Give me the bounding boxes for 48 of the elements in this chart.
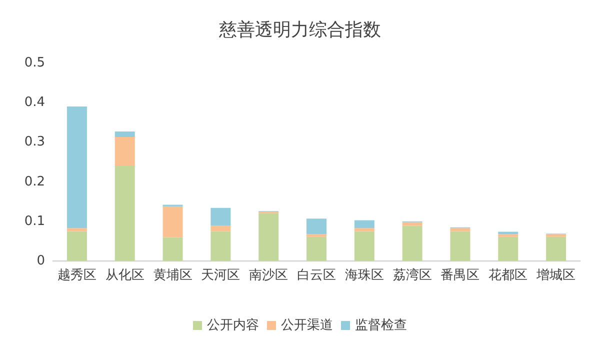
legend-label: 公开渠道 xyxy=(281,318,333,333)
chart-title: 慈善透明力综合指数 xyxy=(218,20,381,40)
legend-label: 监督检查 xyxy=(355,318,407,333)
x-tick-label: 增城区 xyxy=(536,268,576,283)
bar xyxy=(498,234,518,237)
bar xyxy=(354,231,374,261)
x-tick-label: 从化区 xyxy=(105,268,144,283)
y-tick-label: 0.4 xyxy=(24,95,45,110)
bar xyxy=(210,226,231,232)
y-tick-label: 0.2 xyxy=(24,174,45,190)
bar xyxy=(306,236,326,261)
y-tick-label: 0.1 xyxy=(24,214,45,229)
bar xyxy=(162,206,183,238)
x-tick-label: 南沙区 xyxy=(249,268,288,283)
x-tick-label: 天河区 xyxy=(201,268,240,283)
bar xyxy=(258,213,279,261)
bar xyxy=(210,208,231,226)
bar xyxy=(66,228,87,232)
bar xyxy=(162,237,183,261)
bar xyxy=(66,106,87,228)
x-tick-label: 黄埔区 xyxy=(153,268,192,283)
bar xyxy=(546,234,566,237)
bar xyxy=(114,166,135,261)
bar xyxy=(210,231,231,261)
y-tick-label: 0 xyxy=(36,254,45,268)
bar xyxy=(114,132,135,138)
bar xyxy=(450,228,470,232)
bar xyxy=(354,228,374,232)
bar xyxy=(402,222,422,226)
bar xyxy=(114,137,135,166)
x-tick-label: 番禺区 xyxy=(440,268,480,283)
bar xyxy=(498,232,518,234)
x-tick-label: 越秀区 xyxy=(57,268,96,283)
bar xyxy=(306,218,326,234)
bar xyxy=(354,220,374,228)
x-tick-label: 海珠区 xyxy=(344,268,384,283)
bar xyxy=(402,226,422,261)
bar xyxy=(306,234,326,237)
bar xyxy=(66,231,87,261)
legend-label: 公开内容 xyxy=(207,317,259,333)
y-tick-label: 0.3 xyxy=(24,134,45,150)
x-tick-label: 白云区 xyxy=(297,268,336,283)
bar xyxy=(498,236,518,261)
x-tick-label: 花都区 xyxy=(488,268,528,283)
x-tick-label: 荔湾区 xyxy=(392,267,432,283)
bar xyxy=(546,236,566,261)
bar xyxy=(450,231,470,261)
y-tick-label: 0.5 xyxy=(24,56,45,70)
